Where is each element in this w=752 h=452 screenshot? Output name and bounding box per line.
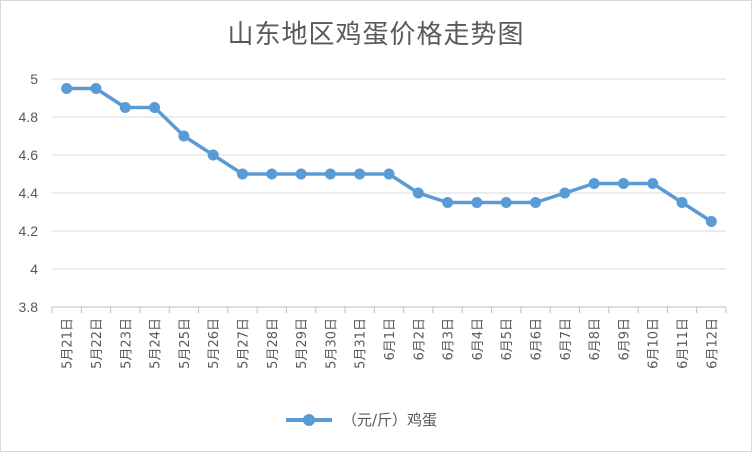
x-tick-label: 5月22日 — [90, 318, 105, 369]
data-point — [647, 178, 659, 189]
data-point — [500, 197, 512, 208]
x-tick-label: 5月21日 — [61, 318, 76, 369]
y-tick-label: 4.8 — [19, 109, 39, 125]
x-tick-label: 5月26日 — [207, 318, 222, 369]
x-tick-label: 6月10日 — [647, 318, 662, 369]
x-tick-label: 6月1日 — [383, 318, 398, 361]
data-point — [324, 168, 336, 180]
data-point — [705, 216, 717, 227]
data-point — [178, 130, 190, 142]
data-point — [617, 178, 629, 189]
data-point — [530, 197, 542, 208]
gridlines — [52, 78, 726, 308]
x-tick-label: 5月30日 — [324, 318, 339, 369]
y-axis-ticks: 3.8 4 4.2 4.4 4.6 4.8 5 — [19, 71, 39, 315]
x-axis-ticks: 5月21日 5月22日 5月23日 5月24日 5月25日 5月26日 5月27日 5月28日… — [61, 318, 721, 369]
x-tick-label: 5月29日 — [295, 318, 310, 369]
y-tick-label: 4.4 — [19, 185, 39, 201]
x-tick-label: 5月28日 — [266, 318, 281, 369]
x-tick-label: 6月8日 — [588, 318, 603, 361]
data-point — [61, 83, 73, 94]
x-tick-label: 5月31日 — [354, 318, 369, 369]
data-point — [207, 149, 219, 161]
data-point — [354, 168, 366, 180]
legend-marker — [286, 413, 332, 426]
data-point — [149, 102, 161, 113]
x-tick-label: 6月3日 — [442, 318, 457, 361]
data-point — [295, 168, 307, 180]
data-point — [559, 187, 571, 199]
x-tick-label: 6月11日 — [676, 318, 691, 369]
data-point — [412, 187, 424, 199]
y-tick-label: 5 — [30, 71, 38, 87]
x-tick-label: 5月27日 — [236, 318, 251, 369]
data-point — [442, 197, 454, 208]
x-axis-tick-marks — [51, 307, 727, 313]
chart-title: 山东地区鸡蛋价格走势图 — [227, 20, 525, 50]
legend-label: （元/斤）鸡蛋 — [342, 411, 438, 429]
y-tick-label: 3.8 — [19, 299, 39, 315]
data-point — [471, 197, 483, 208]
x-tick-label: 6月12日 — [705, 318, 720, 369]
y-tick-label: 4 — [30, 261, 38, 277]
data-point — [266, 168, 278, 180]
x-tick-label: 5月25日 — [178, 318, 193, 369]
data-point — [90, 83, 102, 94]
x-tick-label: 6月4日 — [471, 318, 486, 361]
x-tick-label: 6月7日 — [559, 318, 574, 361]
x-tick-label: 5月24日 — [149, 318, 164, 369]
data-point — [119, 102, 131, 113]
data-point — [676, 197, 688, 208]
x-tick-label: 5月23日 — [119, 318, 134, 369]
series-layer — [61, 83, 717, 227]
y-tick-label: 4.6 — [19, 147, 39, 163]
legend: （元/斤）鸡蛋 — [286, 409, 437, 430]
data-point — [588, 178, 600, 189]
x-tick-label: 6月5日 — [500, 318, 515, 361]
data-point — [236, 168, 248, 180]
x-tick-label: 6月2日 — [412, 318, 427, 361]
data-point — [383, 168, 395, 180]
x-tick-label: 6月9日 — [617, 318, 632, 361]
y-tick-label: 4.2 — [19, 223, 39, 239]
x-tick-label: 6月6日 — [530, 318, 545, 361]
